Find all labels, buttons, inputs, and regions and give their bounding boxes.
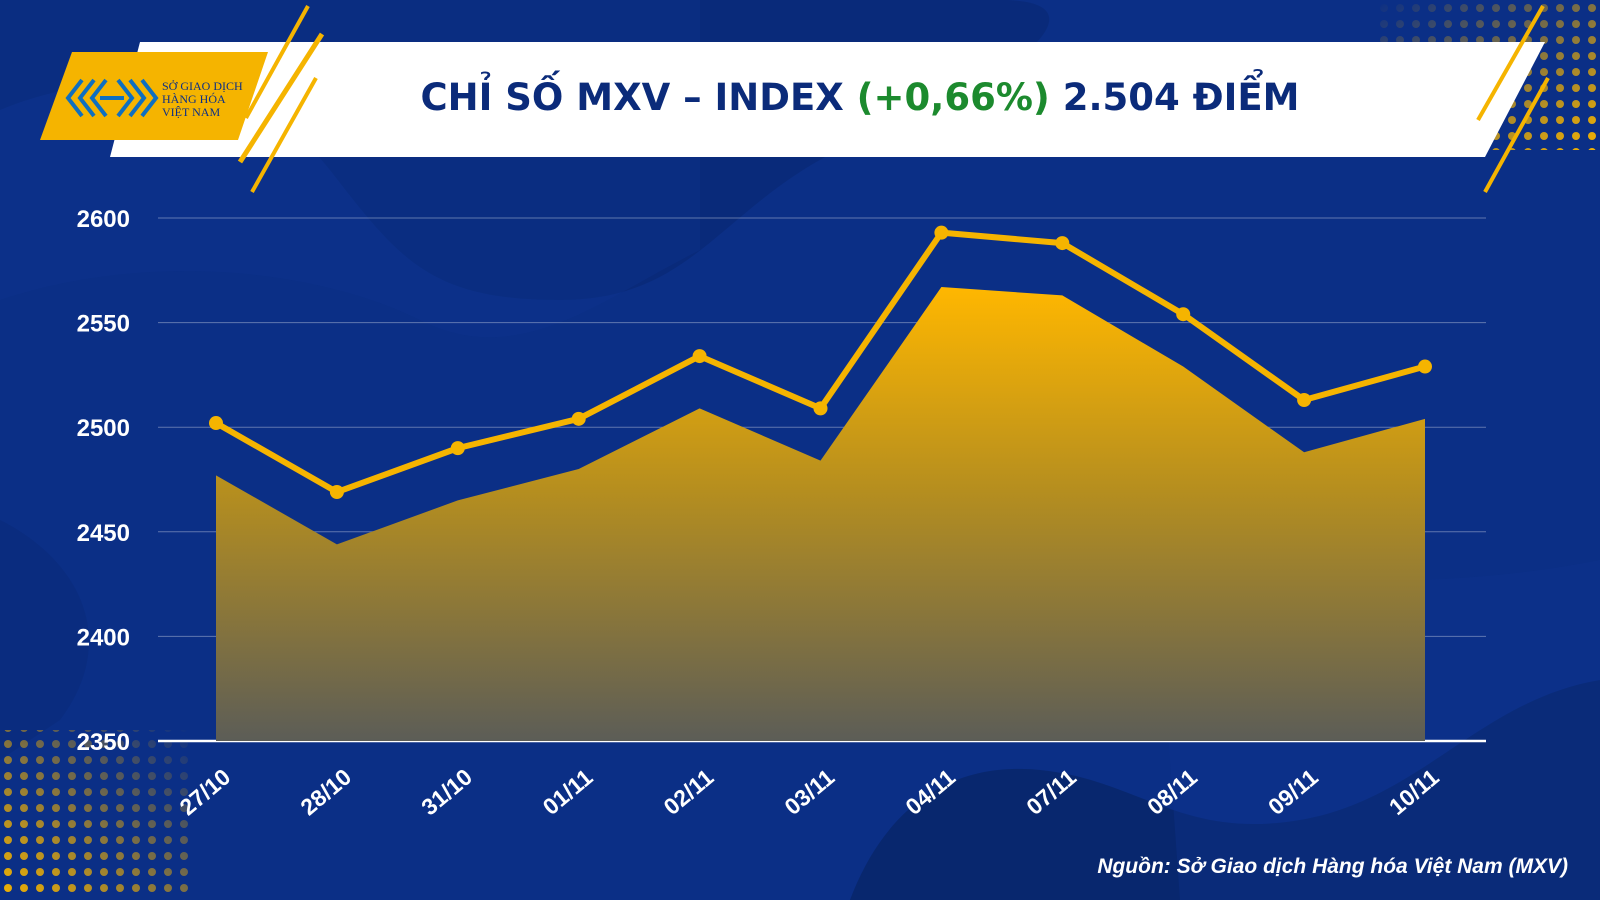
area-series xyxy=(216,287,1425,741)
y-axis-ticks: 2350 2400 2450 2500 2550 2600 xyxy=(77,206,130,756)
data-point xyxy=(329,485,344,500)
x-tick-label: 03/11 xyxy=(779,764,839,820)
x-tick-label: 08/11 xyxy=(1142,764,1202,820)
x-tick-label: 31/10 xyxy=(416,763,477,820)
data-point xyxy=(1418,359,1432,374)
area-fill xyxy=(216,287,1425,741)
chart-title: CHỈ SỐ MXV – INDEX (+0,66%) 2.504 ĐIỂM xyxy=(300,72,1420,124)
logo-line-3: VIỆT NAM xyxy=(162,105,221,119)
y-tick-label: 2450 xyxy=(77,520,130,547)
x-tick-label: 01/11 xyxy=(538,764,598,820)
data-point xyxy=(813,401,828,416)
x-tick-label: 27/10 xyxy=(174,763,235,820)
logo-line-1: SỞ GIAO DỊCH xyxy=(162,79,243,93)
mxv-logo-icon xyxy=(65,78,159,118)
data-points xyxy=(209,225,1432,500)
data-point xyxy=(450,441,465,456)
y-tick-label: 2500 xyxy=(77,415,130,442)
x-tick-label: 28/10 xyxy=(295,763,356,820)
title-panel xyxy=(110,42,1545,157)
y-tick-label: 2550 xyxy=(77,311,130,338)
title-change: (+0,66%) xyxy=(856,76,1050,119)
data-point xyxy=(692,349,707,364)
data-point xyxy=(209,416,223,431)
x-tick-label: 02/11 xyxy=(659,764,719,820)
data-point xyxy=(1176,307,1191,322)
x-axis-ticks: 27/10 28/10 31/10 01/11 02/11 03/11 04/11 07/11… xyxy=(174,763,1443,820)
logo-text: SỞ GIAO DỊCH HÀNG HÓA VIỆT NAM xyxy=(162,80,272,119)
source-note: Nguồn: Sở Giao dịch Hàng hóa Việt Nam (M… xyxy=(1097,855,1568,878)
x-tick-label: 07/11 xyxy=(1021,764,1081,820)
x-tick-label: 10/11 xyxy=(1384,764,1444,820)
x-tick-label: 09/11 xyxy=(1263,764,1323,820)
data-point xyxy=(1297,393,1312,408)
data-point xyxy=(1055,236,1070,251)
y-tick-label: 2400 xyxy=(77,624,130,651)
y-tick-label: 2350 xyxy=(77,729,130,756)
title-suffix: 2.504 ĐIỂM xyxy=(1062,76,1300,119)
logo-line-2: HÀNG HÓA xyxy=(162,92,226,106)
data-point xyxy=(571,411,586,426)
title-prefix: CHỈ SỐ MXV – INDEX xyxy=(420,76,844,119)
data-point xyxy=(934,225,949,240)
x-tick-label: 04/11 xyxy=(900,764,960,820)
header-banner xyxy=(40,5,1550,193)
y-tick-label: 2600 xyxy=(77,206,130,233)
